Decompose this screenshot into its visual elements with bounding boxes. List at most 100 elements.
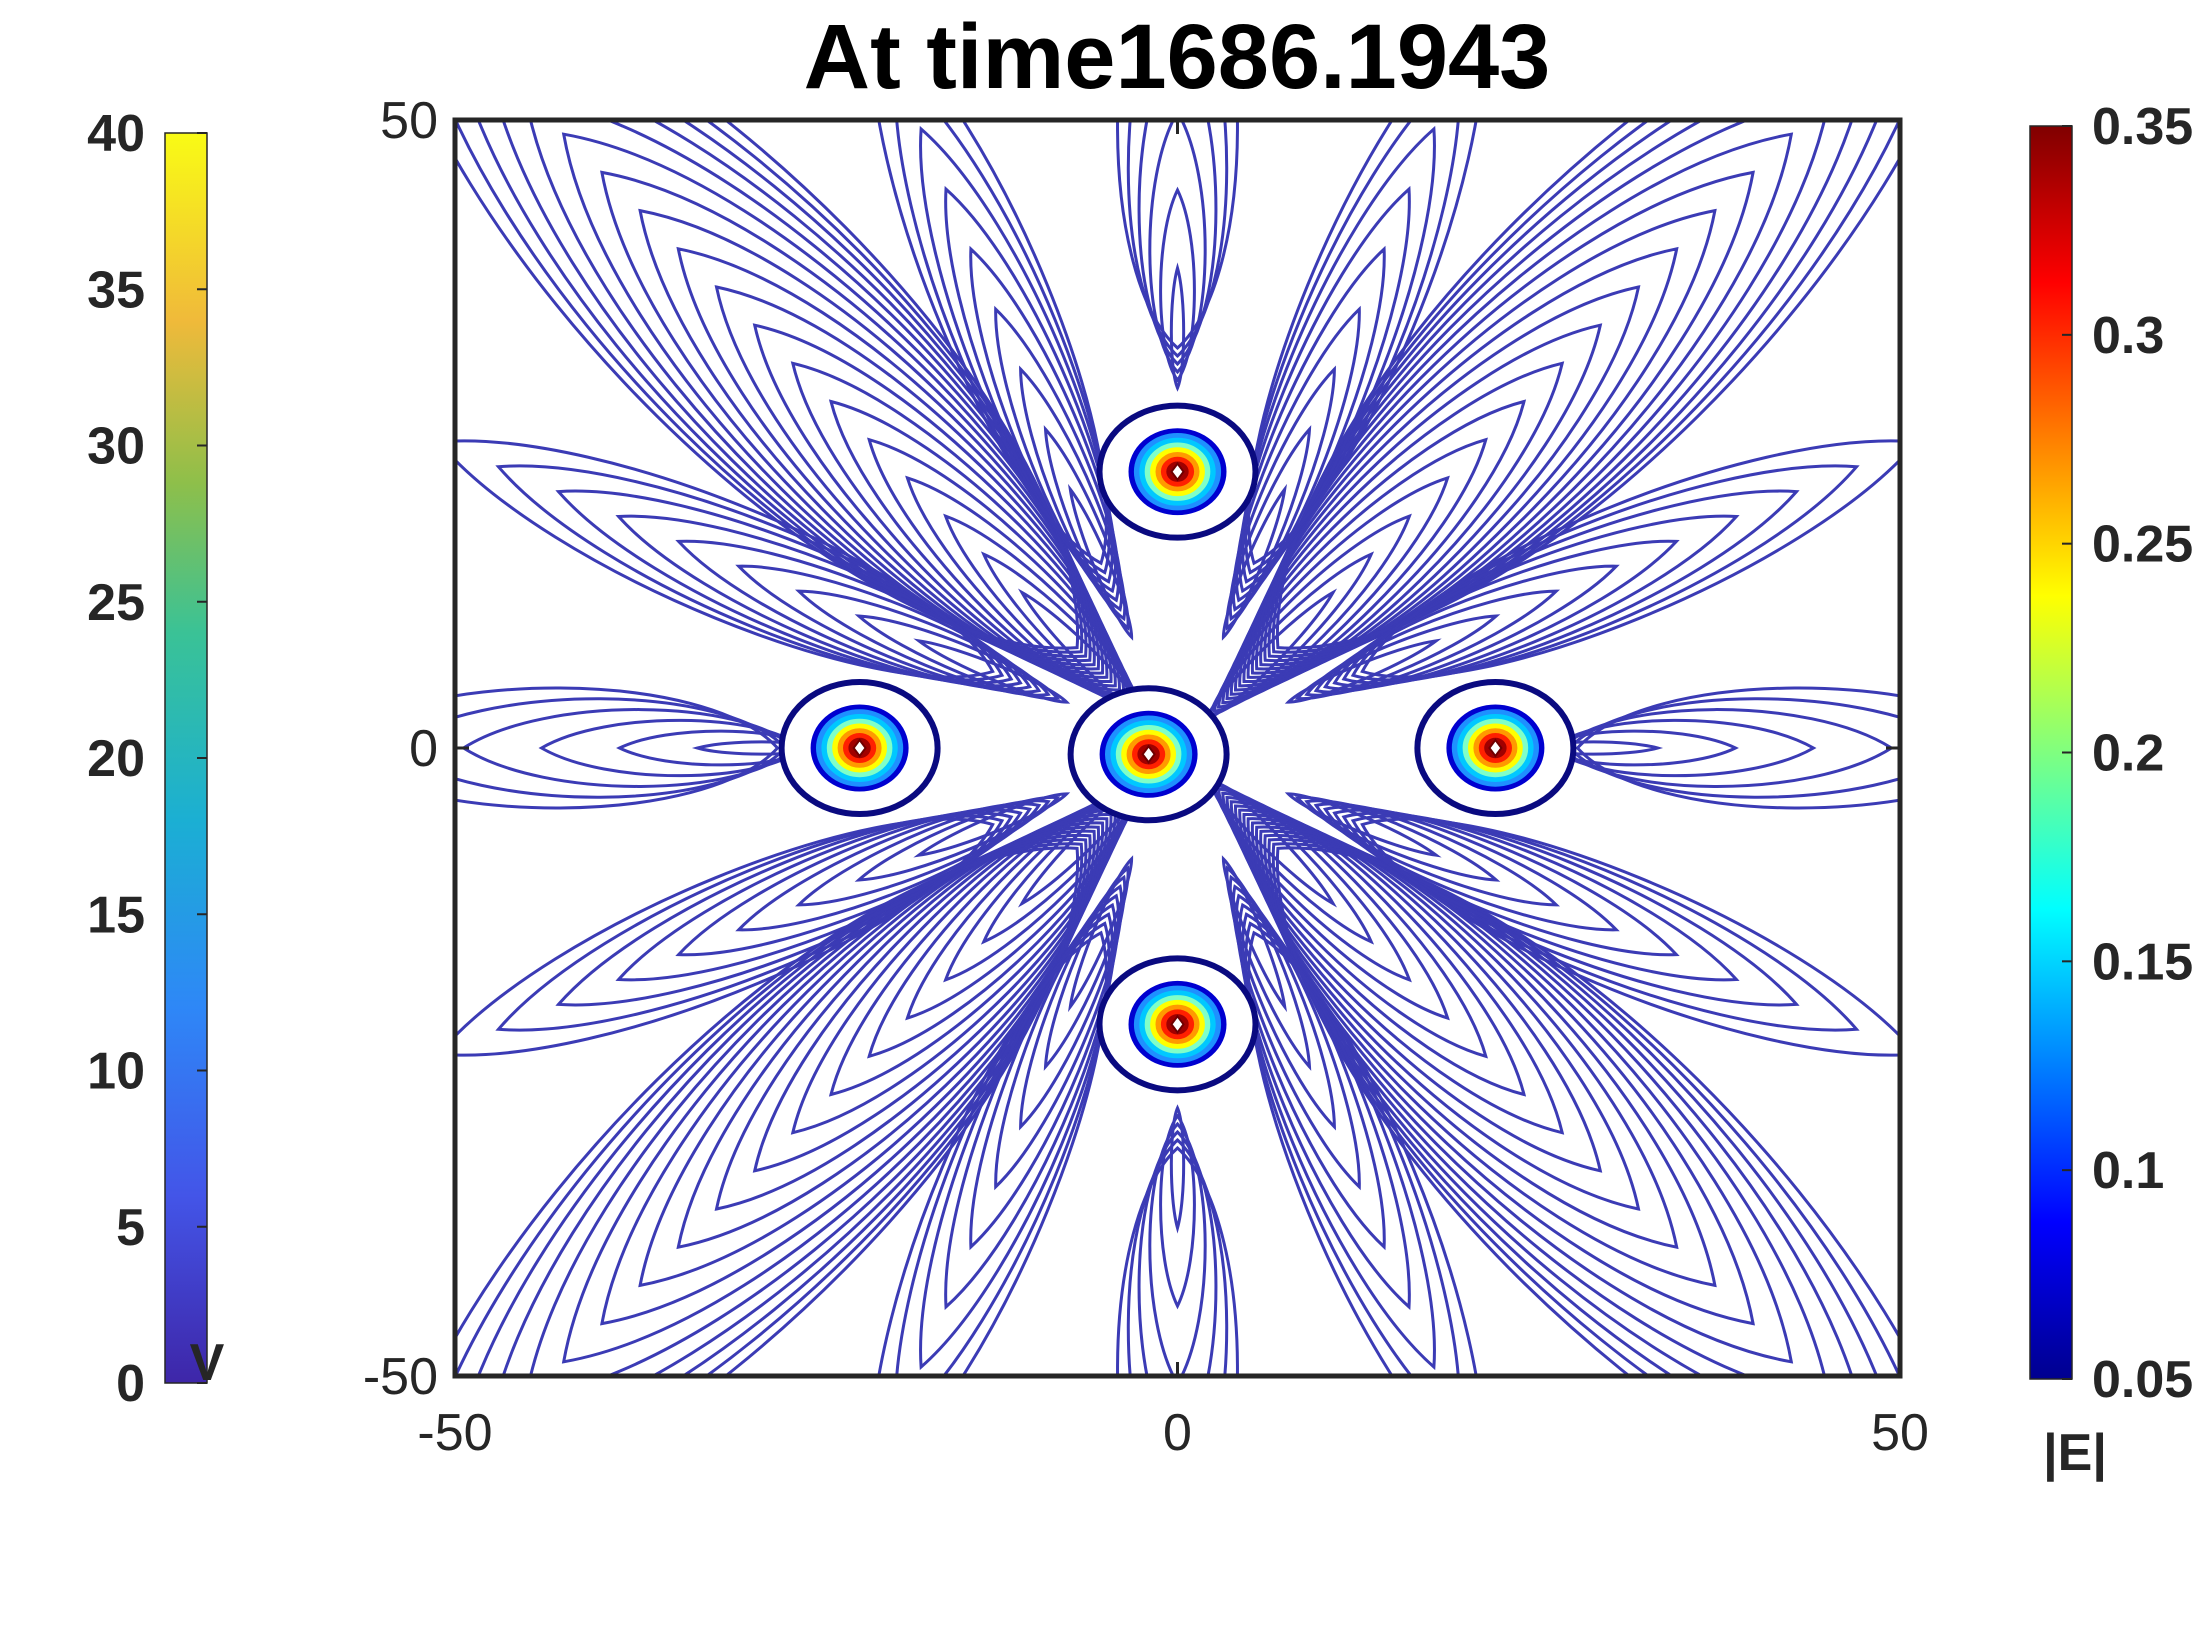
contour-line [1116, 120, 1239, 351]
contour-line [1244, 120, 1460, 575]
contour-line [1551, 718, 1817, 778]
colorbar-tick-label: 0.3 [2092, 307, 2164, 365]
colorbar-tick-label: 0.1 [2092, 1142, 2164, 1200]
contour-line [1341, 489, 1800, 685]
contour-line [638, 208, 1109, 679]
colorbar-tick-label: 0.35 [2092, 98, 2193, 156]
contour-line [538, 718, 804, 778]
contour-line [495, 814, 1005, 1032]
contour-line [1148, 1121, 1207, 1376]
x-tick-label: 50 [1871, 1404, 1929, 1462]
contour-line [1126, 120, 1229, 359]
contour-line [895, 120, 1111, 575]
colorbar-tick-label: 0.15 [2092, 933, 2193, 991]
contour-line [555, 811, 1014, 1007]
contour-line [1360, 439, 1900, 679]
contour-line [1137, 120, 1218, 367]
contour-line [1276, 846, 1900, 1376]
vortex-core-ring [832, 723, 887, 773]
vortex-core-ring [821, 714, 898, 782]
vortex-core-ring [1133, 432, 1222, 511]
contour-line [752, 804, 1122, 1173]
vortex-core-ring [1115, 725, 1182, 784]
contour-line [1241, 125, 1436, 584]
vortex-core-ring [843, 733, 877, 763]
vortex-center-marker [1170, 462, 1185, 482]
contour-line [1246, 817, 1717, 1288]
vortex-core-ring [1144, 995, 1211, 1054]
colorbar-tick-label: 10 [87, 1043, 145, 1101]
vortex-core-ring [810, 704, 909, 792]
contour-line [1360, 817, 1900, 1057]
contour-line [1241, 912, 1436, 1371]
x-tick-label: -50 [417, 1404, 492, 1462]
contour-line [1137, 1129, 1218, 1376]
contour-line [676, 812, 1113, 1250]
contour-line [1567, 697, 1900, 799]
vortex-core-ring [1462, 718, 1529, 778]
contour-line [455, 846, 1079, 1376]
vortex-core-ring [1155, 1004, 1200, 1045]
vortex-core-ring [1155, 451, 1200, 492]
contour-line [1341, 811, 1800, 1007]
contour-line [877, 930, 1108, 1376]
colorbar-tick-label: 0.2 [2092, 725, 2164, 783]
vortex-core-ring [837, 728, 882, 768]
contour-line [1116, 1145, 1239, 1376]
potential-colorbar: 40 35 30 25 20 15 10 5 0 V [87, 105, 225, 1413]
contour-line [919, 125, 1114, 584]
colorbar-tick-label: 0 [116, 1355, 145, 1413]
vortex-center-marker [1170, 1014, 1185, 1034]
vortex-core-ring [1105, 715, 1193, 794]
potential-colorbar-label: V [190, 1334, 225, 1392]
contour-line [1126, 1137, 1229, 1376]
vortex-core-ring [1160, 1009, 1195, 1040]
contour-line [714, 285, 1117, 688]
vortex-core-ring [1451, 709, 1540, 787]
colorbar-tick-label: 0.05 [2092, 1351, 2193, 1409]
contour-line [455, 697, 788, 799]
contour-line [555, 489, 1014, 685]
contour-line [1575, 686, 1900, 810]
vortex-core-ring [1099, 710, 1198, 798]
contour-line [1242, 246, 1679, 684]
y-tick-label: 0 [409, 720, 438, 778]
vortex-core-ring [1128, 980, 1227, 1068]
vortex-core-ring [1126, 734, 1171, 775]
plot-area: -50 0 50 50 0 -50 [363, 92, 1929, 1462]
vortex-core-ring [1150, 999, 1205, 1049]
colorbar-tick-label: 20 [87, 730, 145, 788]
vortex-core-ring [1144, 442, 1211, 501]
contour-line [638, 817, 1109, 1288]
contour-line [877, 120, 1108, 566]
field-colorbar: 0.35 0.3 0.25 0.2 0.15 0.1 0.05 |E| [2029, 98, 2193, 1482]
vortex-core-ring [1160, 456, 1195, 487]
x-tick-label: 0 [1163, 1404, 1192, 1462]
contour-line [455, 817, 995, 1057]
contour-line [676, 246, 1113, 684]
vortex-core-ring [1128, 428, 1227, 516]
y-tick-label: 50 [380, 92, 438, 150]
contour-line [1332, 514, 1740, 688]
contour-line [919, 912, 1114, 1371]
contour-line [1350, 464, 1860, 682]
vortex-core-ring [1473, 728, 1518, 768]
contour-line [1332, 808, 1740, 982]
contour-line [1233, 804, 1603, 1173]
contour-line [714, 808, 1117, 1211]
colorbar-tick-label: 25 [87, 574, 145, 632]
vortex-core-ring [826, 718, 893, 778]
contour-line [1233, 323, 1603, 692]
contour-line [1247, 120, 1478, 566]
colorbar-tick-label: 5 [116, 1199, 145, 1257]
contour-line [455, 120, 1079, 650]
field-colorbar-label: |E| [2043, 1424, 2107, 1482]
colorbar-tick-label: 0.25 [2092, 516, 2193, 574]
vortex-core-ring [1110, 720, 1187, 789]
contour-line [1242, 812, 1679, 1250]
vortex-core-ring [1121, 729, 1176, 779]
colorbar-tick-label: 35 [87, 261, 145, 319]
vortex-core-ring [1139, 437, 1216, 506]
vortex-center-marker [1141, 744, 1156, 764]
contour-line [1276, 120, 1900, 650]
